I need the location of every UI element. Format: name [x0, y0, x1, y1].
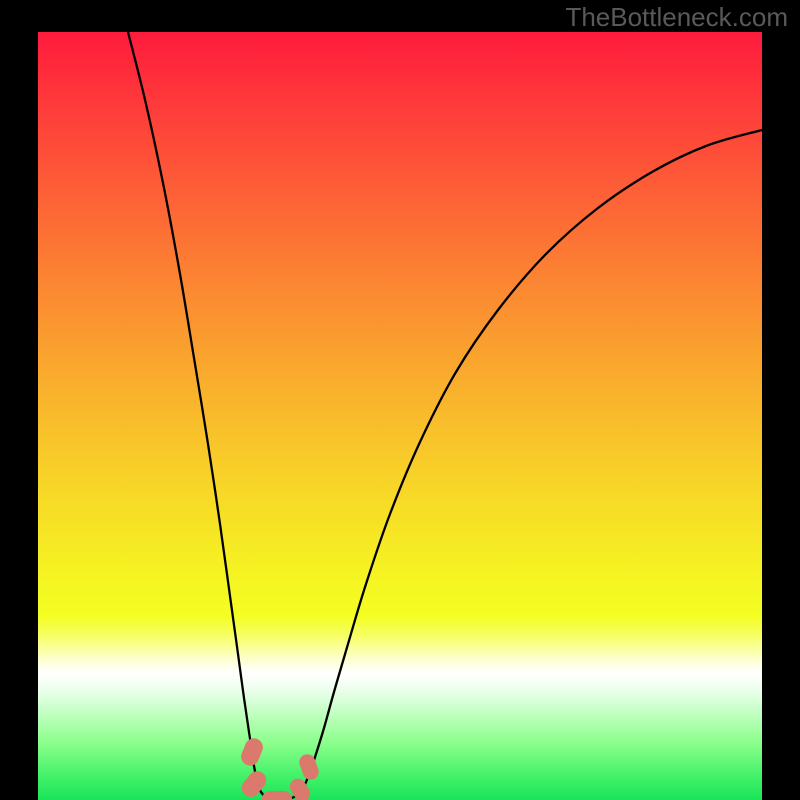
watermark-text: TheBottleneck.com — [565, 2, 788, 33]
curve-marker — [262, 791, 292, 800]
plot-area — [38, 32, 762, 800]
bottleneck-curve — [38, 32, 762, 800]
